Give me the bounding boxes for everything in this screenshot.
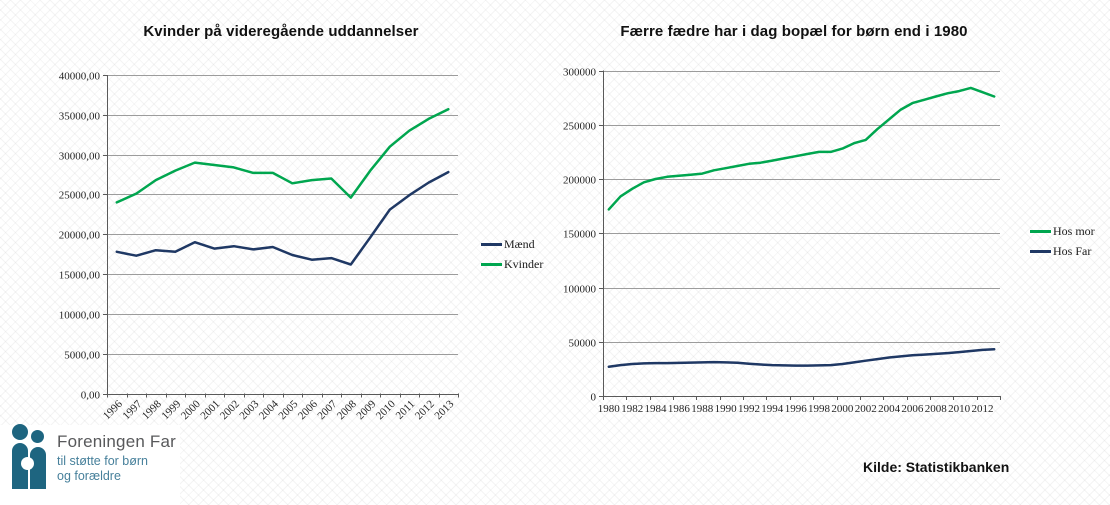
x-tick-label: 1990 xyxy=(715,403,738,415)
left-chart-title: Kvinder på videregående uddannelser xyxy=(143,23,419,40)
y-tick-label: 250000 xyxy=(563,121,597,133)
x-tick-label: 2002 xyxy=(218,398,242,422)
legend-item-hos-far: Hos Far xyxy=(1030,241,1095,261)
x-tick-label: 1988 xyxy=(691,403,714,415)
x-tick-label: 1996 xyxy=(785,403,808,415)
kvinder-line-swatch xyxy=(481,262,502,266)
source-label: Kilde: Statistikbanken xyxy=(863,459,1010,475)
x-tick-label: 2012 xyxy=(972,403,994,415)
x-tick-label: 1982 xyxy=(621,403,643,415)
y-tick-label: 40000,00 xyxy=(59,71,101,83)
y-tick-label: 5000,00 xyxy=(64,350,100,362)
x-tick-label: 2011 xyxy=(394,398,418,422)
legend-label: Kvinder xyxy=(504,256,544,271)
legend-item-hos-mor: Hos mor xyxy=(1030,221,1095,241)
logo-text: Foreningen Far til støtte for børn og fo… xyxy=(57,432,176,484)
x-tick-label: 2000 xyxy=(179,398,203,422)
y-tick-label: 300000 xyxy=(563,67,597,79)
x-tick-label: 1998 xyxy=(808,403,831,415)
maend-line-swatch xyxy=(481,242,502,246)
series-line-Hos Far xyxy=(607,348,996,368)
y-tick-label: 200000 xyxy=(563,175,597,187)
x-tick-label: 2003 xyxy=(237,398,261,422)
hos-far-line-swatch xyxy=(1030,249,1051,253)
x-tick-label: 2005 xyxy=(276,398,300,422)
x-tick-label: 1996 xyxy=(101,398,125,422)
x-tick-label: 2010 xyxy=(374,398,398,422)
logo-tagline-line1: til støtte for børn xyxy=(57,454,148,468)
hos-mor-line-swatch xyxy=(1030,229,1051,233)
x-tick-label: 1984 xyxy=(645,403,668,415)
x-tick-label: 2004 xyxy=(257,398,281,422)
right-chart-legend: Hos mor Hos Far xyxy=(1030,221,1095,261)
hand-circle-shape xyxy=(21,457,34,470)
x-tick-label: 2010 xyxy=(948,403,971,415)
x-tick-label: 1999 xyxy=(159,398,183,422)
x-tick-label: 1998 xyxy=(140,398,164,422)
x-tick-label: 1997 xyxy=(120,398,144,422)
y-tick-label: 35000,00 xyxy=(59,111,101,123)
y-tick-label: 20000,00 xyxy=(59,230,101,242)
legend-label: Hos Far xyxy=(1053,243,1092,258)
charts-canvas: 0,00 5000,00 10000,00 15000,00 20000,00 25000… xyxy=(59,67,1001,422)
series-line-Hos mor xyxy=(607,86,996,211)
y-tick-label: 0,00 xyxy=(81,390,101,402)
logo-name: Foreningen Far xyxy=(57,432,177,451)
right-chart-title: Færre fædre har i dag bopæl for børn end… xyxy=(620,23,968,40)
left-chart-legend: Mænd Kvinder xyxy=(481,234,543,274)
x-tick-label: 1994 xyxy=(761,403,784,415)
x-tick-label: 2013 xyxy=(432,398,456,422)
y-tick-label: 15000,00 xyxy=(59,270,101,282)
x-tick-label: 2002 xyxy=(855,403,877,415)
legend-item-maend: Mænd xyxy=(481,234,543,254)
child-body-shape xyxy=(30,447,46,489)
y-tick-label: 10000,00 xyxy=(59,310,101,322)
x-tick-label: 2012 xyxy=(413,398,437,422)
x-tick-label: 2000 xyxy=(831,403,854,415)
child-head-shape xyxy=(31,430,44,443)
y-tick-label: 50000 xyxy=(569,338,597,350)
x-tick-label: 2008 xyxy=(925,403,948,415)
y-tick-label: 25000,00 xyxy=(59,190,101,202)
adult-head-shape xyxy=(12,424,28,440)
legend-label: Hos mor xyxy=(1053,223,1095,238)
x-tick-label: 1980 xyxy=(598,403,621,415)
x-tick-label: 2004 xyxy=(878,403,901,415)
x-tick-label: 2007 xyxy=(315,398,339,422)
series-line-Mænd xyxy=(115,170,450,266)
y-tick-label: 30000,00 xyxy=(59,151,101,163)
x-tick-label: 2006 xyxy=(901,403,924,415)
x-tick-label: 2009 xyxy=(354,398,378,422)
y-tick-label: 0 xyxy=(591,392,597,404)
foreningen-far-logo: Foreningen Far til støtte for børn og fo… xyxy=(12,424,312,494)
y-tick-label: 150000 xyxy=(563,229,597,241)
series-line-Kvinder xyxy=(115,107,450,204)
logo-tagline-line2: og forældre xyxy=(57,468,121,483)
adult-body-shape xyxy=(12,443,28,489)
x-tick-label: 2008 xyxy=(335,398,359,422)
legend-item-kvinder: Kvinder xyxy=(481,254,543,274)
legend-label: Mænd xyxy=(504,236,535,251)
x-tick-label: 1986 xyxy=(668,403,691,415)
adult-and-child-icon xyxy=(12,424,48,489)
x-tick-label: 2006 xyxy=(296,398,320,422)
x-tick-label: 2001 xyxy=(198,398,222,422)
y-tick-label: 100000 xyxy=(563,284,597,296)
x-tick-label: 1992 xyxy=(738,403,760,415)
